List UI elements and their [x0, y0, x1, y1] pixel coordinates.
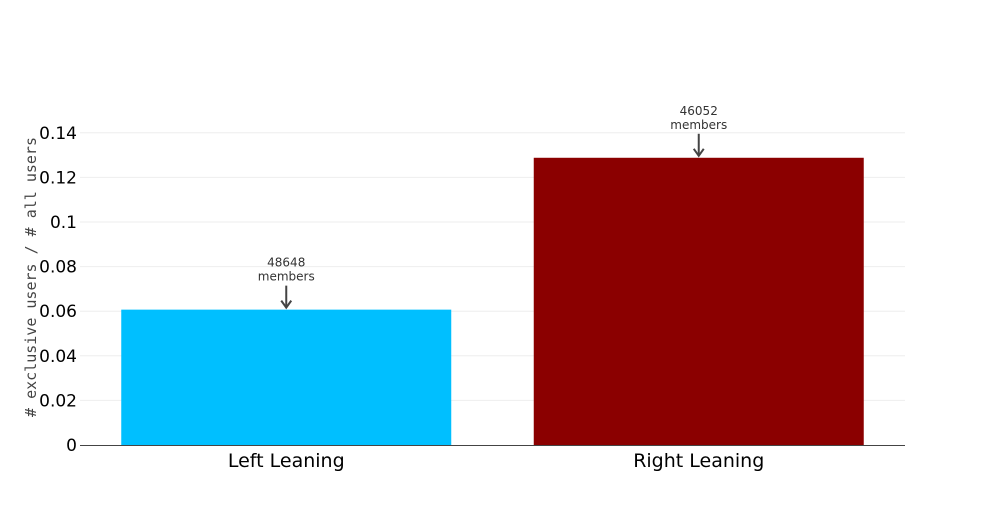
bar: [533, 157, 864, 445]
annotation-count: 46052: [680, 104, 718, 118]
y-axis-ticks: 0 0.02 0.04 0.06 0.08 0.1 0.12 0.14: [39, 124, 77, 456]
y-tick-label: 0.02: [39, 391, 77, 411]
annotation-arrowhead: [692, 148, 705, 158]
x-axis-categories: Left Leaning Right Leaning: [228, 450, 764, 472]
annotation-unit: members: [670, 118, 727, 132]
annotation-unit: members: [258, 270, 315, 284]
y-tick-label: 0.06: [39, 302, 77, 322]
annotation-count: 48648: [267, 256, 305, 270]
bar: [121, 309, 452, 445]
annotation-arrowhead: [280, 300, 293, 310]
y-axis-label: # exclusive users / # all users: [22, 137, 40, 417]
y-tick-label: 0.1: [50, 213, 77, 233]
bars: [121, 157, 864, 445]
y-tick-label: 0.12: [39, 168, 77, 188]
x-category-label: Left Leaning: [228, 450, 345, 472]
y-tick-label: 0.04: [39, 347, 77, 367]
y-tick-label: 0: [66, 436, 77, 456]
y-tick-label: 0.14: [39, 124, 77, 144]
y-tick-label: 0.08: [39, 258, 77, 278]
x-category-label: Right Leaning: [633, 450, 764, 472]
